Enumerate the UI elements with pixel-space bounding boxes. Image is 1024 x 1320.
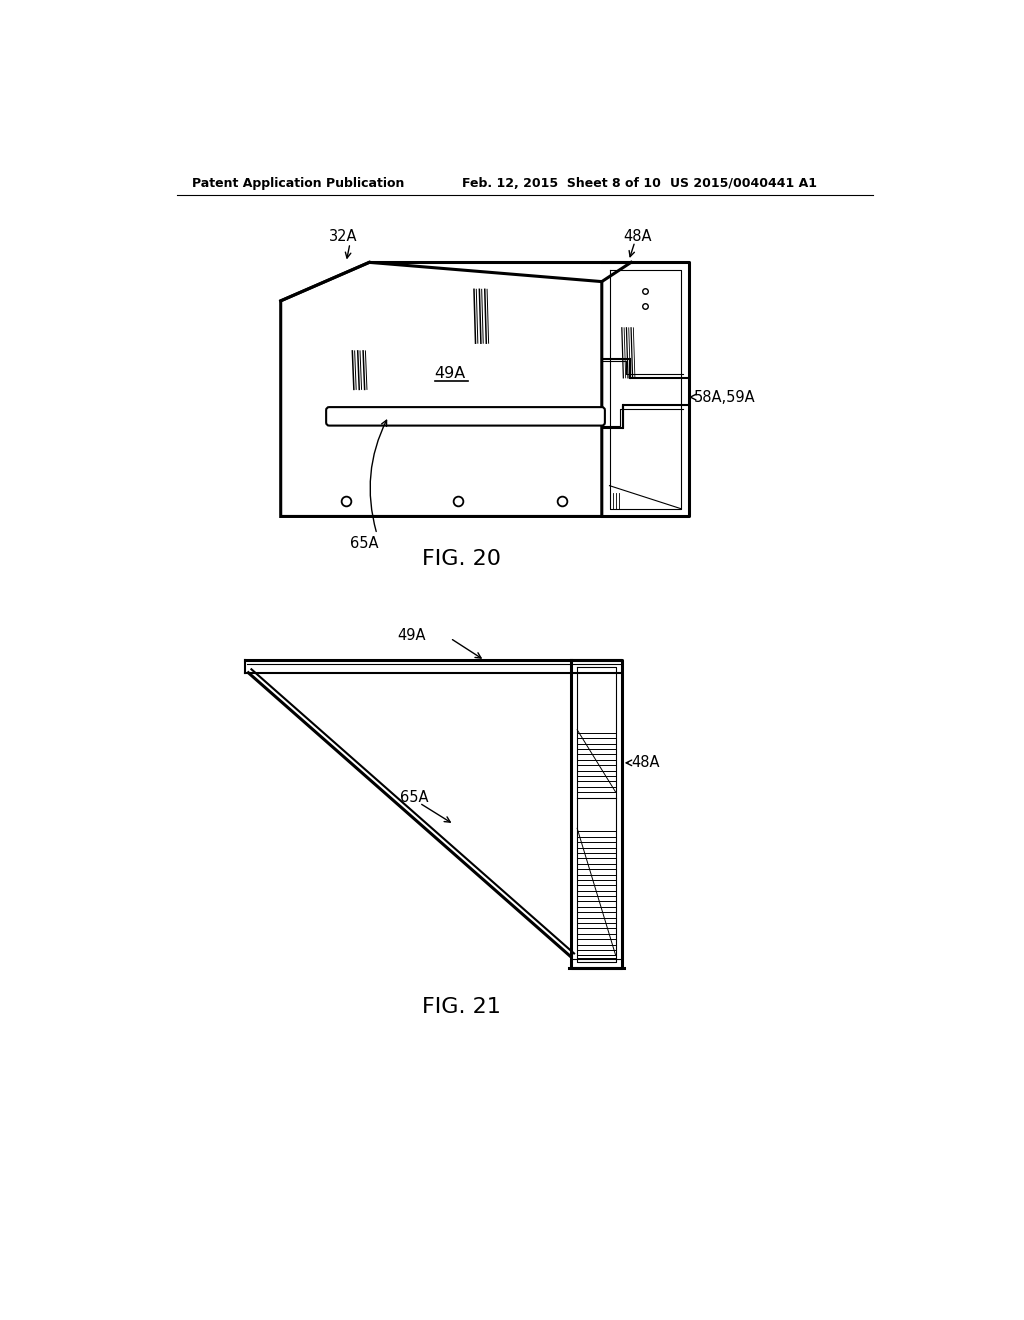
- Text: FIG. 21: FIG. 21: [422, 997, 501, 1016]
- Text: 65A: 65A: [349, 536, 378, 550]
- Text: 48A: 48A: [631, 755, 659, 771]
- Text: Patent Application Publication: Patent Application Publication: [193, 177, 404, 190]
- Text: 49A: 49A: [434, 367, 466, 381]
- Text: 32A: 32A: [330, 230, 357, 244]
- Text: 48A: 48A: [624, 230, 652, 244]
- Polygon shape: [281, 263, 602, 516]
- Text: Feb. 12, 2015  Sheet 8 of 10: Feb. 12, 2015 Sheet 8 of 10: [462, 177, 660, 190]
- FancyBboxPatch shape: [326, 407, 605, 425]
- Text: 49A: 49A: [397, 628, 426, 643]
- Text: FIG. 20: FIG. 20: [422, 549, 501, 569]
- Text: 65A: 65A: [400, 789, 429, 805]
- Text: 58A,59A: 58A,59A: [694, 389, 756, 405]
- Text: US 2015/0040441 A1: US 2015/0040441 A1: [670, 177, 816, 190]
